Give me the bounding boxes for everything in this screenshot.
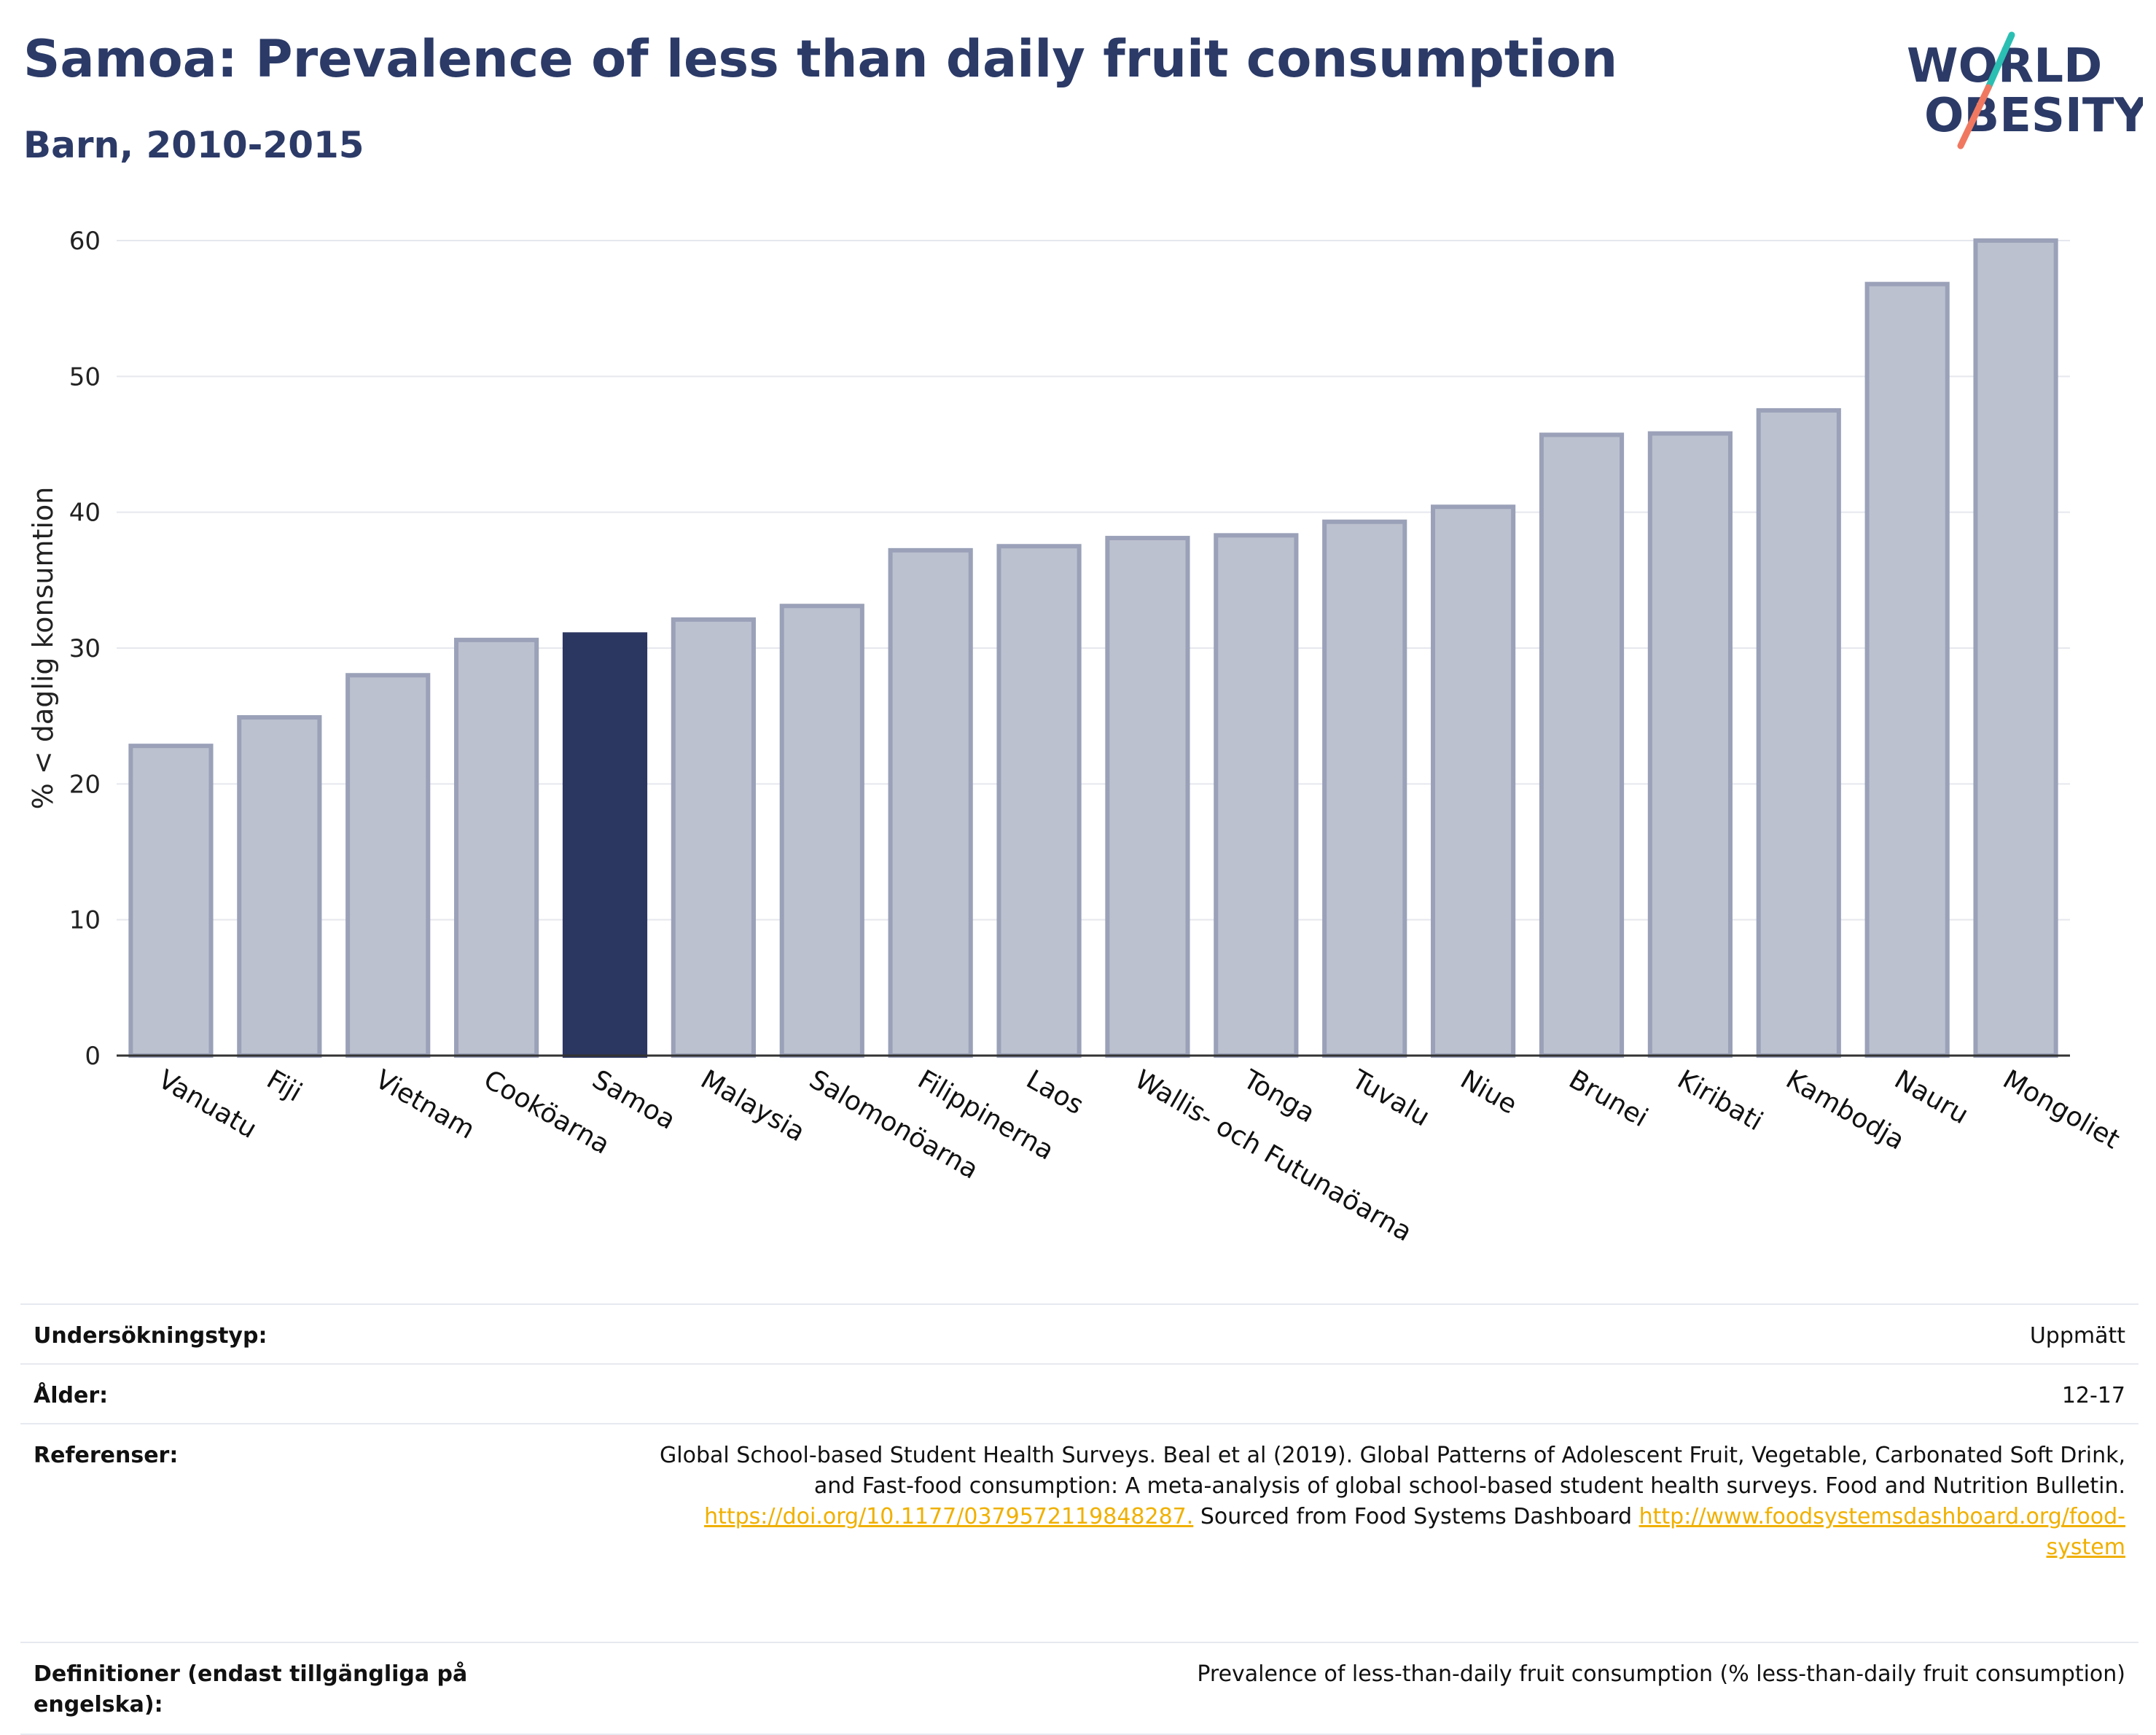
bar [454,637,539,1058]
logo-accent-coral [1957,84,1992,149]
y-tick-label: 40 [69,499,101,528]
reference-line-1: Global School-based Student Health Surve… [660,1443,2125,1468]
doi-link[interactable]: https://doi.org/10.1177/0379572119848287… [704,1504,1194,1529]
y-tick-label: 50 [69,362,101,391]
reference-line-4: system [660,1532,2125,1563]
bar [779,604,864,1058]
x-tick-label: Vanuatu [153,1064,262,1145]
x-tick-label: Vietnam [370,1064,480,1145]
dashboard-link-cont[interactable]: system [2046,1535,2125,1560]
bar [562,632,648,1058]
y-tick-label: 0 [85,1042,101,1071]
x-tick-label: Tonga [1238,1064,1320,1129]
reference-line-3: https://doi.org/10.1177/0379572119848287… [660,1502,2125,1532]
info-label: Ålder: [34,1383,109,1408]
info-value-references: Global School-based Student Health Surve… [660,1440,2125,1563]
x-tick-label: Kiribati [1672,1064,1768,1136]
logo-accent-teal [1985,31,2015,91]
x-tick-label: Tuvalu [1346,1064,1434,1133]
info-row-age: Ålder: 12-17 [20,1363,2139,1423]
bar [128,744,214,1058]
dashboard-link[interactable]: http://www.foodsystemsdashboard.org/food… [1639,1504,2125,1529]
x-tick-label: Mongoliet [1998,1064,2125,1155]
bar [237,715,322,1058]
world-obesity-logo: WORLD OBESITY [1907,31,2143,149]
bar [1431,504,1516,1058]
info-row-definitions: Definitioner (endast tillgängliga på eng… [20,1642,2139,1735]
bar [1322,519,1407,1058]
bar [888,547,973,1058]
x-tick-label: Malaysia [695,1064,810,1147]
x-tick-label: Nauru [1889,1064,1973,1130]
reference-mid-text: Sourced from Food Systems Dashboard [1193,1504,1639,1529]
x-tick-label: Brunei [1564,1064,1653,1133]
x-tick-label: Samoa [587,1064,681,1136]
info-value: Prevalence of less-than-daily fruit cons… [1197,1661,2125,1687]
x-tick-label: Laos [1021,1064,1088,1120]
bar [1864,281,1950,1058]
chart-subtitle: Barn, 2010-2015 [23,124,364,166]
bar [1973,238,2058,1058]
y-tick-label: 30 [69,634,101,663]
info-row-survey-type: Undersökningstyp: Uppmätt [20,1303,2139,1363]
info-table: Undersökningstyp: Uppmätt Ålder: 12-17 R… [20,1303,2139,1735]
y-tick-label: 10 [69,906,101,935]
x-tick-label: Kambodja [1781,1064,1909,1155]
bar [1539,432,1625,1058]
info-label: Referenser: [34,1443,179,1468]
x-tick-label: Fiji [262,1064,307,1108]
chart-title: Samoa: Prevalence of less than daily fru… [23,29,1618,89]
bar [1647,431,1733,1058]
bar [996,544,1082,1058]
bar [671,617,756,1058]
x-tick-label: Niue [1456,1064,1522,1120]
reference-line-2: and Fast-food consumption: A meta-analys… [813,1473,2125,1499]
info-row-references: Referenser: Global School-based Student … [20,1423,2139,1642]
y-tick-label: 20 [69,770,101,799]
bar [1756,408,1841,1058]
info-value: Uppmätt [2029,1323,2125,1349]
bar [1105,536,1190,1058]
bar [345,673,431,1058]
bar-chart: 0 10 20 30 40 50 60 % < daglig konsumtion Vanuat… [27,227,2125,1247]
bar [1214,533,1299,1058]
info-label: Undersökningstyp: [34,1323,267,1349]
y-tick-label: 60 [69,227,101,256]
y-axis-label: % < daglig konsumtion [27,487,59,810]
info-value: 12-17 [2061,1383,2125,1408]
info-label: Definitioner (endast tillgängliga på eng… [34,1661,468,1718]
logo-line2: OBESITY [1924,89,2143,143]
